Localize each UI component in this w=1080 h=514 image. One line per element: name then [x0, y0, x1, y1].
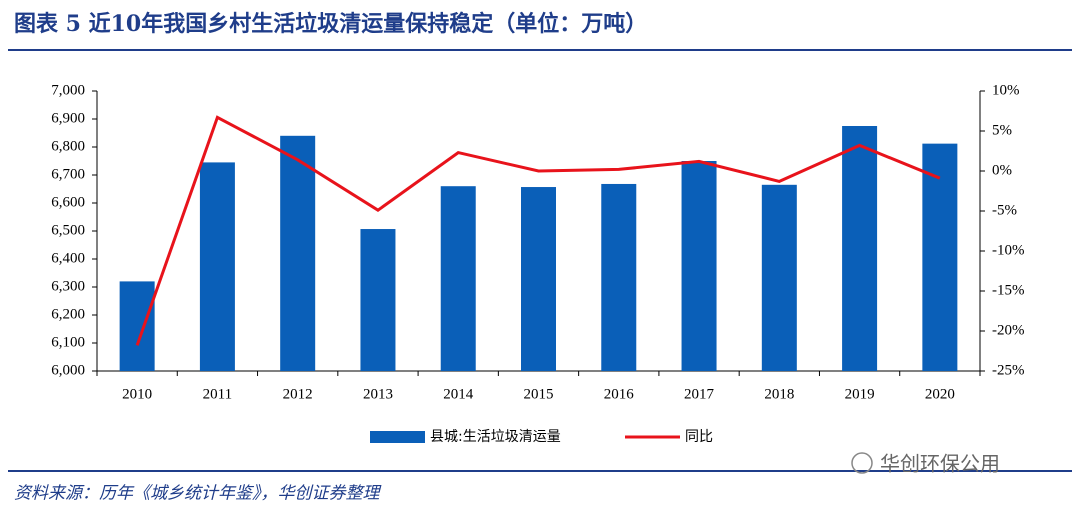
y2-tick-label: -10%: [992, 242, 1025, 258]
line: [135, 115, 941, 346]
y-tick-label: 6,600: [51, 194, 85, 210]
bar: [360, 229, 396, 371]
y2-tick-label: 10%: [992, 82, 1020, 98]
x-tick-label: 2016: [604, 386, 635, 402]
x-tick-label: 2019: [845, 386, 875, 402]
legend-swatch: [370, 431, 425, 443]
y2-tick-label: -25%: [992, 362, 1025, 378]
y-tick-label: 6,400: [51, 250, 85, 266]
bar: [440, 186, 476, 371]
x-tick-label: 2020: [925, 386, 955, 402]
watermark-icon: [851, 452, 873, 474]
bar: [842, 126, 878, 371]
y-tick-label: 7,000: [51, 82, 85, 98]
bar: [922, 143, 958, 371]
y2-tick-label: 5%: [992, 122, 1012, 138]
y-tick-label: 6,500: [51, 222, 85, 238]
x-tick-label: 2017: [684, 386, 715, 402]
x-tick-label: 2018: [764, 386, 794, 402]
watermark: 华创环保公用: [880, 452, 1000, 476]
y-tick-label: 6,100: [51, 334, 85, 350]
bar: [119, 281, 155, 371]
bar: [199, 162, 235, 371]
x-tick-label: 2010: [122, 386, 152, 402]
y2-tick-label: -20%: [992, 322, 1025, 338]
legend-label: 县城:生活垃圾清运量: [430, 429, 561, 445]
x-tick-label: 2015: [524, 386, 554, 402]
legend-label: 同比: [685, 429, 713, 445]
y2-tick-label: -5%: [992, 202, 1017, 218]
y-tick-label: 6,000: [51, 362, 85, 378]
bar: [280, 135, 316, 371]
y-tick-label: 6,700: [51, 166, 85, 182]
y2-tick-label: -15%: [992, 282, 1025, 298]
y-tick-label: 6,300: [51, 278, 85, 294]
x-tick-label: 2013: [363, 386, 393, 402]
bar: [681, 161, 717, 371]
y-tick-label: 6,800: [51, 138, 85, 154]
y-tick-label: 6,900: [51, 110, 85, 126]
bar: [601, 183, 637, 371]
source-note: 资料来源：历年《城乡统计年鉴》，华创证券整理: [14, 484, 381, 504]
x-tick-label: 2012: [283, 386, 313, 402]
y2-tick-label: 0%: [992, 162, 1012, 178]
bar: [761, 184, 797, 371]
x-tick-label: 2011: [203, 386, 232, 402]
x-tick-label: 2014: [443, 386, 474, 402]
chart-title: 图表 5 近10年我国乡村生活垃圾清运量保持稳定（单位：万吨）: [14, 11, 647, 37]
y-tick-label: 6,200: [51, 306, 85, 322]
bar: [521, 187, 556, 371]
